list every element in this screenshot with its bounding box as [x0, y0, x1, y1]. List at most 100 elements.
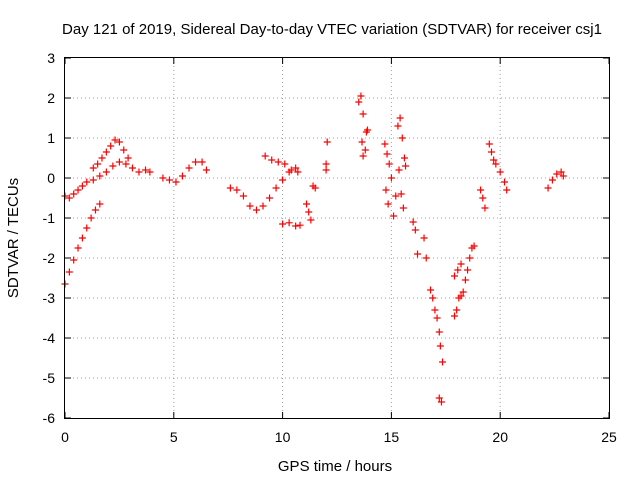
data-point-sat-c [94, 160, 102, 168]
data-point-sat-e [246, 202, 254, 210]
data-point-sat-j [383, 150, 391, 158]
data-point-sat-k [398, 134, 406, 142]
data-point-sat-q [492, 160, 500, 168]
data-point-sat-n [461, 276, 469, 284]
data-point-sat-b [89, 176, 97, 184]
data-point-sat-q [487, 148, 495, 156]
data-point-sat-g [292, 222, 300, 230]
data-point-sat-b [115, 158, 123, 166]
data-point-sat-i [358, 138, 366, 146]
data-point-sat-k [396, 114, 404, 122]
data-point-sat-d [192, 158, 200, 166]
data-point-sat-b [78, 182, 86, 190]
data-point-sat-b [122, 160, 130, 168]
data-point-sat-g [285, 219, 293, 227]
y-tick-label: -6 [43, 410, 56, 426]
data-point-sat-j [392, 192, 400, 200]
axis-ticks [64, 57, 610, 419]
data-point-sat-q [496, 168, 504, 176]
data-point-sat-b [74, 186, 82, 194]
data-point-sat-k [397, 190, 405, 198]
data-point-sat-e [272, 184, 280, 192]
data-point-sat-a [78, 234, 86, 242]
data-point-sat-e [252, 206, 260, 214]
x-tick-label: 20 [492, 429, 508, 445]
x-tick-label: 10 [275, 429, 291, 445]
data-point-sat-c [111, 136, 119, 144]
data-point-sat-d [165, 176, 173, 184]
data-point-sat-h [303, 200, 311, 208]
data-point-sat-d [202, 166, 210, 174]
y-tick-label: -5 [43, 370, 56, 386]
data-point-sat-k [400, 154, 408, 162]
data-point-sat-r [544, 184, 552, 192]
data-point-sat-p [477, 186, 485, 194]
data-point-sat-j [387, 174, 395, 182]
x-axis-label: GPS time / hours [278, 458, 392, 475]
y-tick-label: -4 [43, 330, 56, 346]
data-point-sat-p [479, 194, 487, 202]
x-tick-label: 0 [61, 429, 69, 445]
data-point-sat-i [357, 92, 365, 100]
y-tick-label: -3 [43, 290, 56, 306]
y-tick-label: 1 [47, 130, 55, 146]
data-point-sat-f [281, 160, 289, 168]
data-point-sat-d [198, 158, 206, 166]
data-point-sat-h [323, 138, 331, 146]
data-point-sat-a [96, 200, 104, 208]
data-point-sat-h [311, 184, 319, 192]
data-point-sat-e [233, 186, 241, 194]
x-tick-label: 5 [170, 429, 178, 445]
y-tick-label: -2 [43, 250, 56, 266]
chart-title: Day 121 of 2019, Sidereal Day-to-day VTE… [62, 21, 602, 38]
data-point-sat-m [431, 306, 439, 314]
data-point-sat-q [485, 140, 493, 148]
data-point-sat-a [83, 224, 91, 232]
data-point-sat-f [287, 166, 295, 174]
data-point-sat-b [70, 190, 78, 198]
data-point-sat-l [411, 226, 419, 234]
data-point-sat-q [503, 186, 511, 194]
data-point-sat-r [559, 172, 567, 180]
data-point-sat-b [102, 168, 110, 176]
data-point-sat-l [420, 234, 428, 242]
data-point-sat-f [268, 156, 276, 164]
data-point-sat-r [557, 168, 565, 176]
data-point-sat-q [490, 156, 498, 164]
data-point-sat-a [91, 206, 99, 214]
data-point-sat-n [457, 292, 465, 300]
data-point-sat-j [382, 186, 390, 194]
data-point-sat-j [381, 140, 389, 148]
data-point-sat-c [115, 138, 123, 146]
data-point-sat-m [435, 328, 443, 336]
y-tick-label: -1 [43, 210, 56, 226]
data-point-sat-o [451, 272, 459, 280]
y-tick-label: 2 [47, 90, 55, 106]
data-point-sat-n [451, 312, 459, 320]
data-point-sat-c [102, 148, 110, 156]
data-point-sat-j [390, 212, 398, 220]
data-point-sat-a [87, 214, 95, 222]
plot-frame [64, 57, 610, 419]
data-point-sat-b [142, 166, 150, 174]
data-point-sat-c [124, 154, 132, 162]
data-point-sat-e [279, 176, 287, 184]
data-point-sat-e [226, 184, 234, 192]
data-point-sat-b [83, 178, 91, 186]
data-point-sat-d [159, 174, 167, 182]
data-point-sat-n [470, 242, 478, 250]
data-point-sat-i [359, 110, 367, 118]
data-point-sat-c [107, 142, 115, 150]
data-point-sat-k [394, 122, 402, 130]
data-point-sat-d [179, 172, 187, 180]
data-point-sat-c [120, 146, 128, 154]
data-point-sat-m [433, 314, 441, 322]
data-point-sat-m [429, 294, 437, 302]
data-point-sat-m [437, 398, 445, 406]
data-point-sat-l [414, 250, 422, 258]
y-tick-label: 3 [47, 50, 55, 66]
data-point-sat-m [427, 286, 435, 294]
data-point-sat-g [296, 221, 304, 229]
data-point-sat-l [422, 254, 430, 262]
